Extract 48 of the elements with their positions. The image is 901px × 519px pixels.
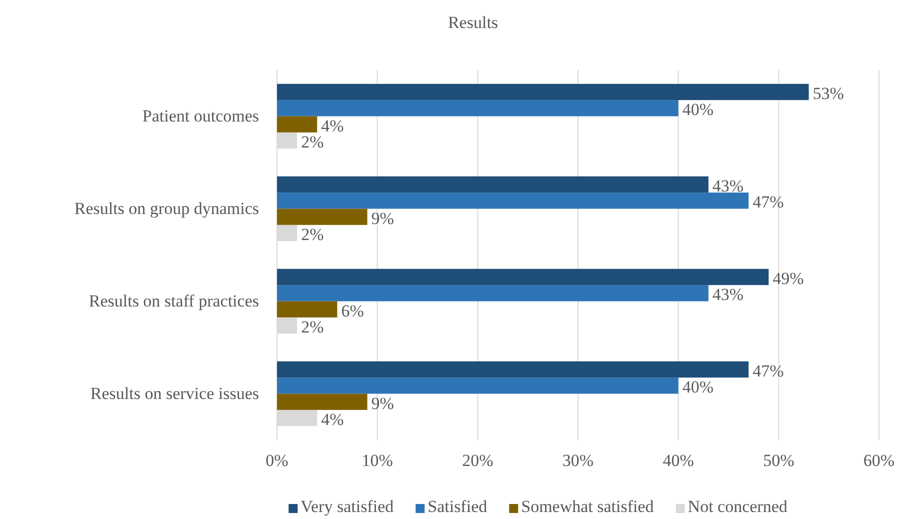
- data-label: 4%: [321, 116, 344, 136]
- bar: [277, 224, 298, 242]
- legend-label: Very satisfied: [300, 497, 394, 516]
- data-label: 4%: [321, 410, 344, 430]
- y-tick-label: Results on service issues: [90, 384, 259, 404]
- legend-label: Satisfied: [428, 497, 488, 516]
- x-tick-label: 30%: [562, 451, 594, 470]
- x-tick-label: 40%: [662, 451, 694, 470]
- data-label: 49%: [772, 268, 804, 288]
- bar: [277, 394, 368, 410]
- y-tick-label: Results on group dynamics: [74, 199, 259, 218]
- legend-label: Somewhat satisfied: [521, 497, 654, 516]
- x-tick-label: 20%: [462, 451, 494, 470]
- data-label: 2%: [301, 225, 324, 244]
- data-label: 6%: [341, 301, 364, 320]
- chart-title: Results: [448, 13, 498, 32]
- data-label: 9%: [371, 208, 394, 228]
- bar: [277, 301, 338, 318]
- data-label: 53%: [812, 84, 844, 103]
- bar: [277, 176, 708, 193]
- data-label: 9%: [371, 394, 394, 413]
- bar: [277, 84, 809, 100]
- bar: [277, 361, 749, 378]
- bar: [277, 268, 769, 286]
- y-tick-label: Results on staff practices: [88, 292, 259, 311]
- data-label: 43%: [712, 176, 744, 196]
- bar: [277, 116, 318, 132]
- bar: [277, 208, 368, 225]
- data-label: 40%: [682, 378, 714, 397]
- bar: [277, 378, 678, 394]
- bar: [277, 285, 708, 302]
- y-tick-label: Patient outcomes: [142, 106, 259, 126]
- data-label: 2%: [301, 318, 324, 337]
- bar: [277, 132, 298, 149]
- data-label: 47%: [752, 192, 784, 212]
- data-label: 2%: [301, 132, 324, 152]
- bar: [277, 192, 749, 209]
- x-tick-label: 50%: [763, 451, 794, 470]
- data-label: 47%: [752, 361, 784, 380]
- x-tick-label: 0%: [266, 451, 288, 470]
- data-label: 40%: [682, 100, 714, 120]
- bar: [277, 317, 298, 334]
- bar: [277, 100, 678, 116]
- data-label: 43%: [712, 285, 744, 304]
- x-tick-label: 60%: [863, 451, 895, 470]
- bar: [277, 410, 318, 426]
- x-tick-label: 10%: [362, 451, 393, 470]
- legend-label: Not concerned: [688, 497, 788, 516]
